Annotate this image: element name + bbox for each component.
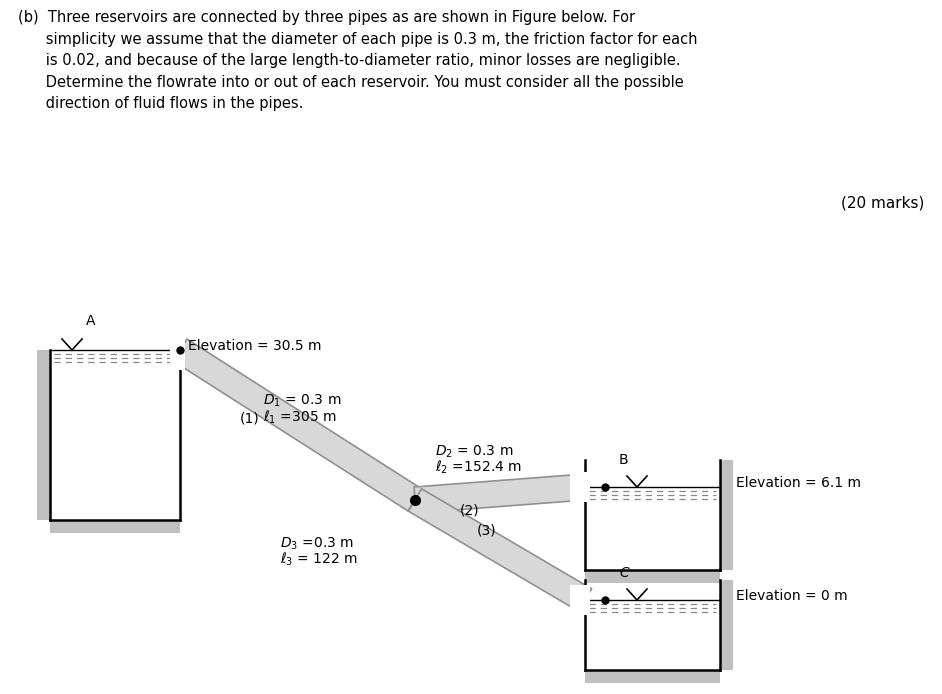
- Text: C: C: [619, 566, 628, 580]
- Bar: [585, 670, 720, 683]
- Text: Elevation = 0 m: Elevation = 0 m: [736, 589, 848, 603]
- Text: (20 marks): (20 marks): [840, 195, 924, 210]
- Text: (3): (3): [477, 523, 496, 537]
- Bar: [585, 487, 720, 570]
- Polygon shape: [173, 339, 422, 511]
- Text: $D_3$ =0.3 m: $D_3$ =0.3 m: [280, 536, 354, 552]
- Text: $\ell_2$ =152.4 m: $\ell_2$ =152.4 m: [435, 459, 522, 476]
- Text: $\ell_1$ =305 m: $\ell_1$ =305 m: [263, 409, 336, 426]
- Text: (b)  Three reservoirs are connected by three pipes as are shown in Figure below.: (b) Three reservoirs are connected by th…: [18, 10, 697, 112]
- Bar: [170, 330, 185, 370]
- Bar: [585, 600, 720, 670]
- Text: B: B: [619, 453, 628, 467]
- Bar: [720, 460, 733, 570]
- Text: Elevation = 30.5 m: Elevation = 30.5 m: [188, 339, 321, 353]
- Text: $D_2$ = 0.3 m: $D_2$ = 0.3 m: [435, 444, 513, 460]
- Polygon shape: [414, 474, 586, 513]
- Polygon shape: [409, 489, 592, 611]
- Text: A: A: [86, 314, 95, 328]
- Bar: [570, 585, 590, 615]
- Bar: [720, 580, 733, 670]
- Bar: [50, 350, 180, 520]
- Text: (1): (1): [240, 411, 260, 425]
- Text: Elevation = 6.1 m: Elevation = 6.1 m: [736, 476, 861, 490]
- Text: (2): (2): [460, 504, 479, 518]
- Text: $D_1$ = 0.3 m: $D_1$ = 0.3 m: [263, 393, 342, 409]
- Text: $\ell_3$ = 122 m: $\ell_3$ = 122 m: [280, 551, 358, 568]
- Bar: [585, 570, 720, 583]
- Bar: [50, 520, 180, 533]
- Bar: [570, 472, 590, 502]
- Bar: [37, 350, 50, 520]
